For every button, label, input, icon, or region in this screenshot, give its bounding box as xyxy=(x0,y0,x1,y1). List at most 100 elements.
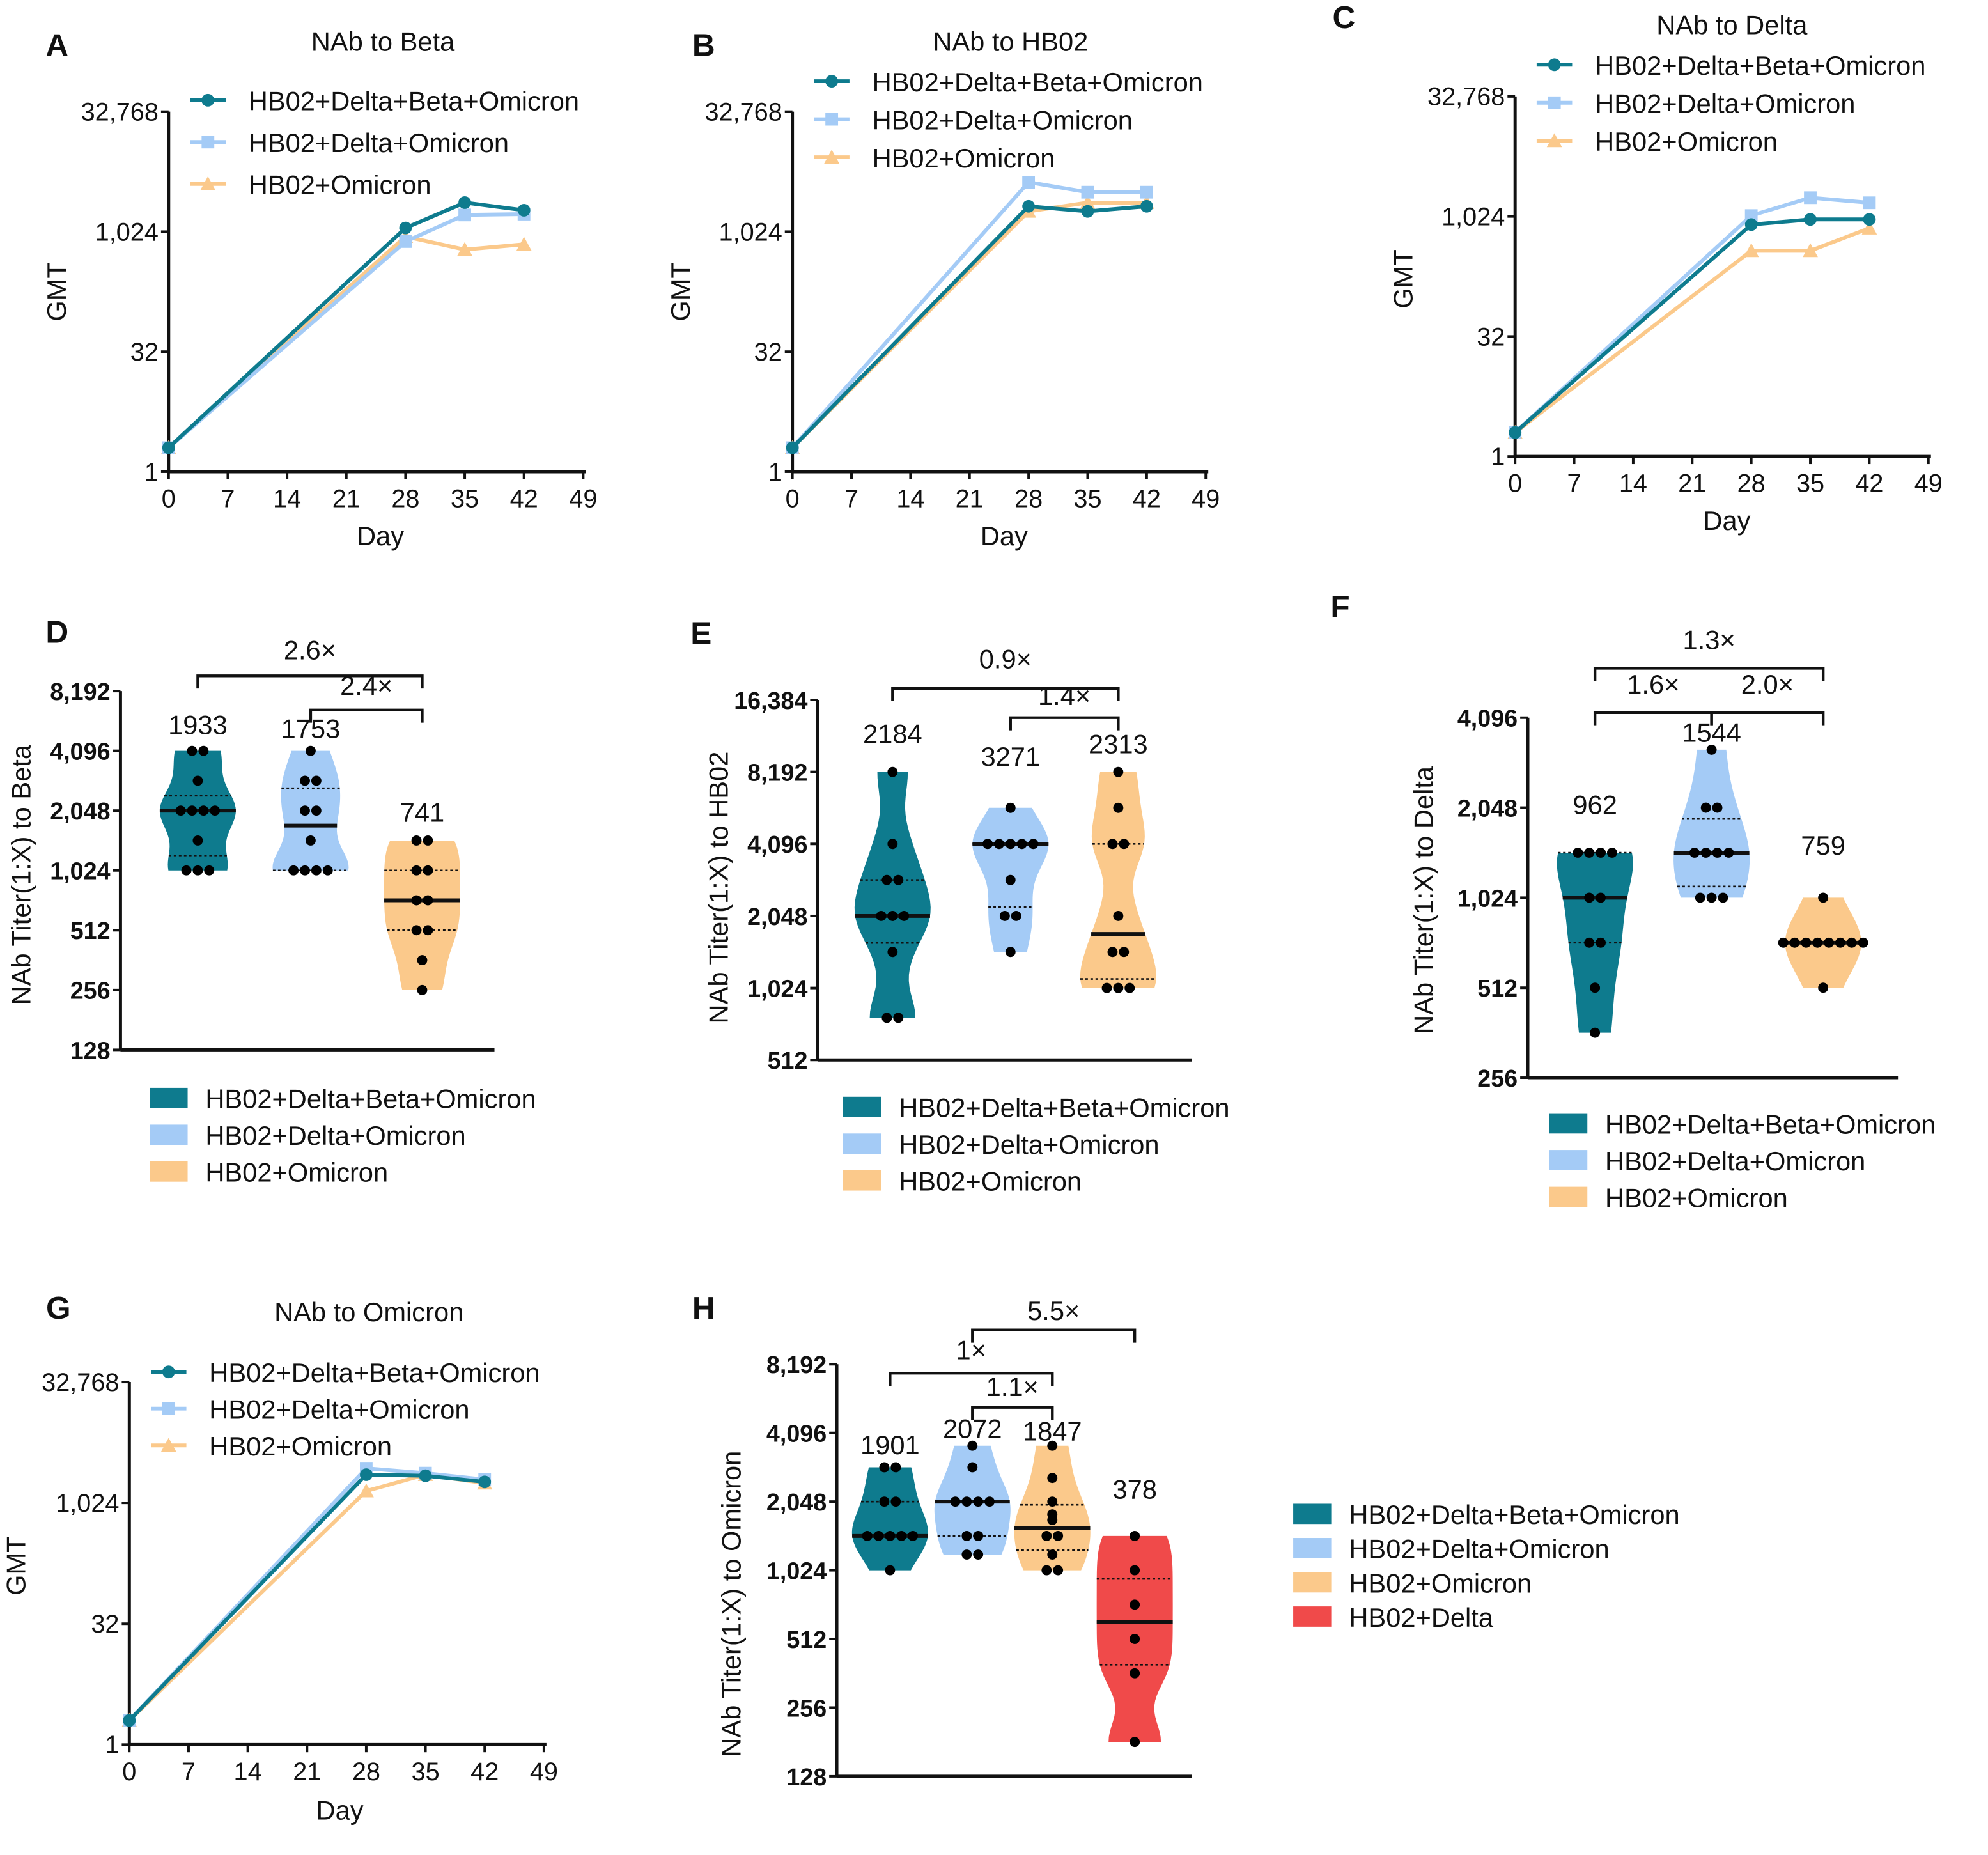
x-tick-label: 35 xyxy=(1796,470,1824,498)
data-point xyxy=(1861,221,1877,235)
y-tick-label: 512 xyxy=(1477,975,1518,1002)
y-axis-label: NAb Titer(1:X) to HB02 xyxy=(703,752,733,1024)
legend-label: HB02+Omicron xyxy=(205,1158,388,1188)
legend-marker xyxy=(162,1402,175,1415)
gmt-label: 741 xyxy=(400,797,444,827)
data-point xyxy=(123,1714,136,1727)
data-point xyxy=(1005,947,1016,958)
data-point xyxy=(423,865,433,876)
x-axis-label: Day xyxy=(981,521,1028,551)
legend-label: HB02+Delta+Beta+Omicron xyxy=(1595,50,1925,81)
data-point xyxy=(1706,744,1717,755)
y-tick-label: 1 xyxy=(144,458,159,486)
data-point xyxy=(1047,1440,1058,1451)
data-point xyxy=(1113,766,1124,777)
data-point xyxy=(984,1496,995,1507)
y-axis-label: NAb Titer(1:X) to Delta xyxy=(1408,766,1438,1034)
data-point xyxy=(893,1013,904,1023)
data-point xyxy=(961,1530,972,1541)
comparison-bracket: 1× xyxy=(889,1335,1054,1386)
series-1 xyxy=(123,1462,492,1727)
data-point xyxy=(516,237,532,251)
series-line xyxy=(128,1466,485,1722)
data-point xyxy=(1590,1027,1601,1038)
y-tick-label: 1,024 xyxy=(50,858,110,885)
data-point xyxy=(887,947,898,958)
legend-swatch xyxy=(150,1087,188,1108)
legend-swatch xyxy=(1293,1503,1332,1525)
panel-letter: E xyxy=(690,616,711,651)
violin-group: 759 xyxy=(1778,830,1868,993)
gmt-label: 1901 xyxy=(860,1430,920,1460)
legend-entry: HB02+Delta+Omicron xyxy=(1549,1146,1865,1176)
comparison-bracket: 2.4× xyxy=(309,671,424,723)
gmt-label: 962 xyxy=(1573,789,1617,819)
legend-swatch xyxy=(1549,1113,1588,1134)
data-point xyxy=(1712,848,1723,858)
legend-entry: HB02+Delta+Omicron xyxy=(814,105,1133,135)
x-tick-label: 28 xyxy=(391,485,419,513)
y-tick-label: 1,024 xyxy=(95,218,159,246)
data-point xyxy=(1140,185,1153,199)
legend-entry: HB02+Delta+Omicron xyxy=(190,128,509,158)
panel-letter: A xyxy=(45,27,68,63)
gmt-label: 1847 xyxy=(1023,1416,1082,1446)
data-point xyxy=(198,805,209,816)
series-2 xyxy=(784,195,1154,454)
y-tick-label: 512 xyxy=(768,1047,808,1074)
data-point xyxy=(973,1530,984,1541)
chart-title: NAb to HB02 xyxy=(933,26,1088,56)
y-tick-label: 1 xyxy=(1491,443,1505,471)
data-point xyxy=(198,745,209,756)
panel-letter: G xyxy=(46,1290,71,1326)
legend-label: HB02+Omicron xyxy=(249,170,431,200)
data-point xyxy=(1803,243,1818,258)
violin-shape xyxy=(384,840,460,990)
data-point xyxy=(300,865,310,876)
legend-swatch xyxy=(1293,1606,1332,1627)
legend-entry: HB02+Omicron xyxy=(150,1158,388,1188)
data-point xyxy=(890,1496,901,1507)
legend-entry: HB02+Delta xyxy=(1293,1603,1494,1633)
data-point xyxy=(1130,1634,1140,1644)
y-tick-label: 8,192 xyxy=(50,678,110,705)
panel-letter: D xyxy=(45,614,68,650)
data-point xyxy=(1080,195,1096,209)
x-tick-label: 35 xyxy=(1073,485,1101,513)
bracket-line xyxy=(309,708,424,723)
gmt-label: 759 xyxy=(1801,830,1845,860)
data-point xyxy=(192,775,203,786)
legend-label: HB02+Delta+Omicron xyxy=(873,105,1133,135)
y-tick-label: 32,768 xyxy=(42,1369,119,1397)
legend-label: HB02+Omicron xyxy=(1595,127,1778,157)
series-line xyxy=(1514,226,1870,434)
data-point xyxy=(306,835,316,846)
data-point xyxy=(1016,839,1027,850)
data-point xyxy=(458,208,471,222)
data-point xyxy=(1140,199,1153,213)
x-tick-label: 28 xyxy=(352,1758,380,1786)
series-line xyxy=(1514,196,1870,434)
data-point xyxy=(1005,839,1016,850)
data-point xyxy=(1584,937,1595,948)
y-tick-label: 1 xyxy=(768,458,782,486)
data-point xyxy=(423,925,433,936)
data-point xyxy=(881,1013,892,1023)
y-tick-label: 2,048 xyxy=(747,903,807,930)
y-tick-label: 1,024 xyxy=(747,975,807,1002)
data-point xyxy=(899,911,910,921)
data-point xyxy=(192,865,203,876)
data-point xyxy=(399,235,412,248)
x-tick-label: 0 xyxy=(122,1758,136,1786)
legend-entry: HB02+Omicron xyxy=(1549,1183,1788,1213)
fold-change-label: 1.6× xyxy=(1627,669,1679,699)
chart-title: NAb to Omicron xyxy=(274,1297,463,1327)
series-line xyxy=(1514,217,1870,434)
legend-marker xyxy=(160,1438,176,1452)
data-point xyxy=(1590,982,1601,993)
legend-label: HB02+Delta+Beta+Omicron xyxy=(205,1084,536,1114)
legend-label: HB02+Delta+Beta+Omicron xyxy=(249,86,579,116)
violin-group: 1544 xyxy=(1673,717,1750,903)
y-tick-label: 1,024 xyxy=(766,1557,827,1584)
y-tick-label: 1,024 xyxy=(1441,203,1505,231)
